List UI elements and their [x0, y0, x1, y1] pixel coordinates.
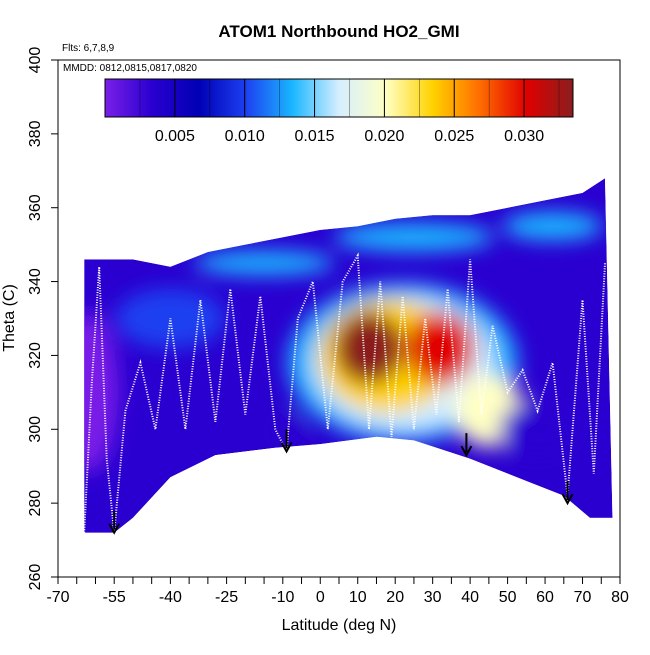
colorbar-tick-label: 0.025: [434, 128, 474, 145]
dates-annotation: MMDD: 0812,0815,0817,0820: [63, 63, 197, 74]
x-tick-label: -10: [271, 589, 294, 606]
x-tick-label: 70: [574, 589, 592, 606]
x-tick-label: 30: [424, 589, 442, 606]
profile-arrow: [561, 481, 574, 506]
y-axis: 260 280 300 320 340 360 380 400: [27, 47, 58, 591]
x-tick-label: 20: [386, 589, 404, 606]
field-low-north: [499, 401, 576, 458]
x-tick-label: -70: [46, 589, 69, 606]
x-tick-label: 10: [349, 589, 367, 606]
colorbar-tick-label: 0.005: [155, 128, 195, 145]
profile-arrows: [108, 429, 574, 535]
colorbar-tick-label: 0.010: [225, 128, 265, 145]
field-peak: [334, 312, 403, 385]
field-band: [333, 223, 494, 252]
colorbar-tick-label: 0.020: [364, 128, 404, 145]
x-tick-label: -55: [103, 589, 126, 606]
x-tick-label: 0: [316, 589, 325, 606]
field-band: [502, 212, 603, 241]
y-tick-label: 320: [27, 342, 44, 369]
y-tick-label: 380: [27, 120, 44, 147]
profile-arrow: [460, 433, 473, 458]
field-band: [194, 251, 335, 276]
field-blobs: [84, 212, 603, 473]
colorbar-tick-label: 0.015: [295, 128, 335, 145]
x-tick-label: 40: [461, 589, 479, 606]
y-tick-label: 360: [27, 194, 44, 221]
x-tick-label: 50: [499, 589, 517, 606]
flight-track: [83, 252, 606, 533]
y-tick-label: 260: [27, 564, 44, 591]
colorbar-tick-label: 0.030: [504, 128, 544, 145]
colorbar-gradient: [104, 78, 574, 118]
y-tick-label: 340: [27, 268, 44, 295]
x-tick-label: -40: [159, 589, 182, 606]
x-tick-label: 80: [611, 589, 629, 606]
colorbar: 0.005 0.010 0.015 0.020 0.025 0.030: [104, 78, 574, 145]
y-tick-label: 300: [27, 416, 44, 443]
profile-arrow: [280, 429, 293, 454]
field-low-south: [84, 312, 118, 473]
x-axis: -70 -55 -40 -25 -10 0 10 20 30 40 50 60 70 80: [46, 577, 629, 606]
plot-region: [83, 178, 613, 535]
field-low-notch: [276, 411, 305, 448]
y-tick-label: 400: [27, 47, 44, 74]
chart-title: ATOM1 Northbound HO2_GMI: [218, 22, 459, 41]
x-tick-label: -25: [215, 589, 238, 606]
field-peak: [406, 312, 475, 385]
colorbar-ticks: 0.005 0.010 0.015 0.020 0.025 0.030: [104, 79, 560, 145]
profile-arrow: [108, 510, 121, 535]
y-axis-label: Theta (C): [1, 284, 18, 352]
y-tick-label: 280: [27, 490, 44, 517]
heatmap-field: [84, 178, 613, 533]
x-axis-label: Latitude (deg N): [282, 617, 397, 634]
flights-annotation: Flts: 6,7,8,9: [62, 43, 115, 54]
x-tick-label: 60: [536, 589, 554, 606]
